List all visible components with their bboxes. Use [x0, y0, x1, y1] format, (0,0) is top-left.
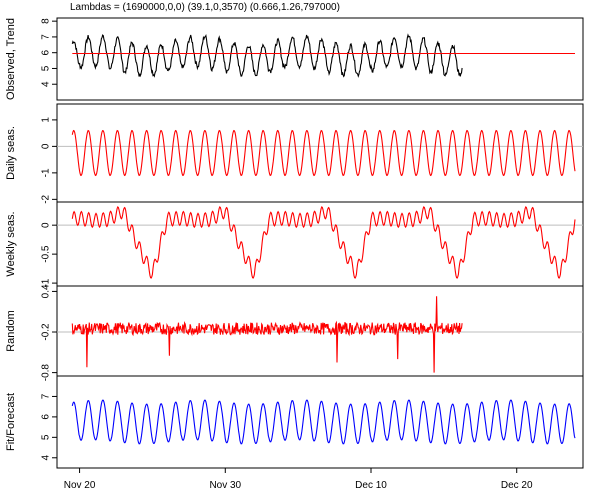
- series-fit_forecast: [71, 399, 576, 445]
- ylabel-random: Random: [5, 310, 17, 352]
- xtick-label: Nov 30: [209, 480, 241, 491]
- ytick-label-daily: 1: [41, 117, 52, 123]
- ytick-label-fit: 5: [41, 434, 52, 440]
- ylabel-weekly: Weekly seas.: [5, 211, 17, 276]
- ytick-label-observed: 8: [41, 18, 52, 24]
- ylabel-fit: Fit/Forecast: [5, 393, 17, 451]
- series-observed: [71, 33, 463, 78]
- ytick-label-observed: 7: [41, 34, 52, 40]
- ytick-label-daily: 0: [41, 143, 52, 149]
- ytick-label-observed: 4: [41, 81, 52, 87]
- ytick-label-random: 0.4: [41, 284, 52, 298]
- xtick-label: Dec 20: [501, 480, 533, 491]
- ylabel-observed: Observed, Trend: [5, 18, 17, 100]
- ytick-label-weekly: -0.5: [41, 245, 52, 263]
- series-random: [71, 296, 463, 373]
- ytick-label-fit: 6: [41, 414, 52, 420]
- ytick-label-fit: 4: [41, 455, 52, 461]
- xtick-label: Nov 20: [64, 480, 96, 491]
- chart-title: Lambdas = (1690000,0,0) (39.1,0,3570) (0…: [70, 2, 340, 13]
- ytick-label-weekly: -1: [41, 278, 52, 287]
- ytick-label-daily: -1: [41, 168, 52, 177]
- series-daily: [71, 129, 576, 177]
- ytick-label-observed: 6: [41, 49, 52, 55]
- ytick-label-fit: 7: [41, 393, 52, 399]
- ytick-label-random: -0.8: [41, 364, 52, 382]
- ytick-label-observed: 5: [41, 65, 52, 71]
- panel-frame-observed: [56, 17, 584, 101]
- ylabel-daily: Daily seas.: [5, 126, 17, 180]
- panel-frame-fit: [56, 375, 584, 469]
- ytick-label-daily: -2: [41, 194, 52, 203]
- series-weekly: [71, 206, 576, 279]
- xtick-label: Dec 10: [355, 480, 387, 491]
- ytick-label-weekly: 0: [41, 222, 52, 228]
- ytick-label-random: -0.2: [41, 323, 52, 341]
